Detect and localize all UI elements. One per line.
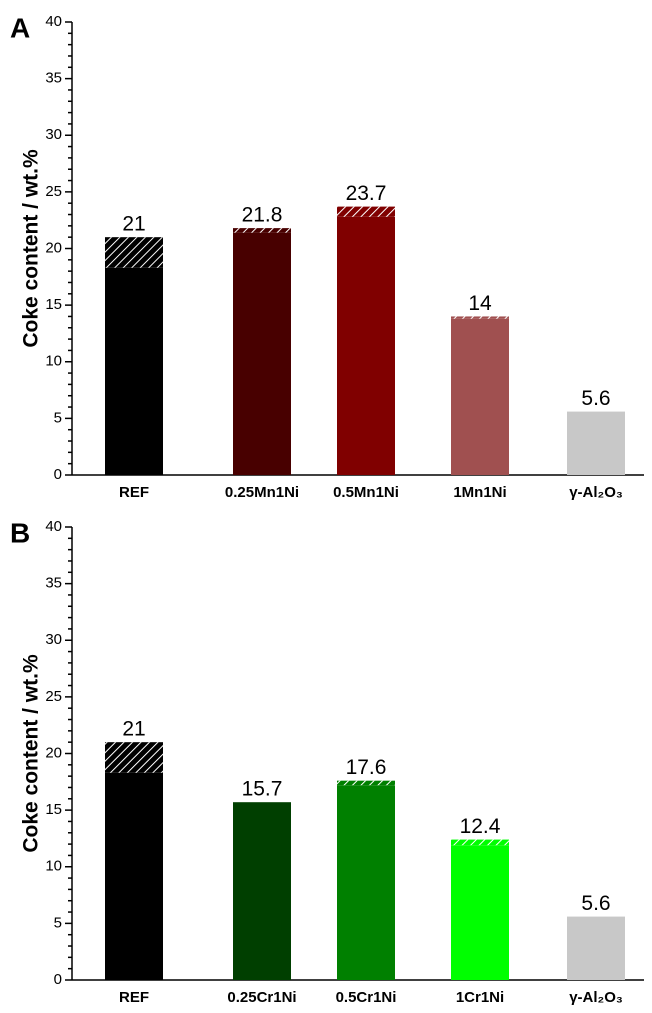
panel-label: B [10,517,30,548]
x-tick-label: 1Cr1Ni [456,989,504,1006]
value-label: 17.6 [346,756,387,779]
bar-segment [233,232,291,475]
bar-hatch [105,237,163,268]
y-tick-label: 35 [45,70,62,87]
y-tick-label: 15 [45,801,62,818]
y-axis-label: Coke content / wt.% [20,149,43,348]
y-tick-label: 25 [45,688,62,705]
y-tick-label: 35 [45,575,62,592]
bar-segment [337,785,395,980]
value-label: 21 [122,718,145,741]
y-tick-label: 25 [45,183,62,200]
x-tick-label: REF [119,484,149,501]
y-tick-label: 5 [54,409,62,426]
bar-hatch [105,742,163,773]
value-label: 23.7 [346,182,387,205]
y-tick-label: 5 [54,914,62,931]
y-tick-label: 0 [54,466,62,483]
x-tick-label: 0.5Mn1Ni [333,484,399,501]
y-axis-label: Coke content / wt.% [20,654,43,853]
x-tick-label: 0.25Mn1Ni [225,484,299,501]
x-tick-label: 1Mn1Ni [453,484,506,501]
y-tick-label: 10 [45,858,62,875]
value-label: 21.8 [242,204,283,227]
bar-hatch [337,206,395,217]
value-label: 12.4 [460,815,501,838]
bar-hatch [233,228,291,233]
x-tick-label: 0.5Cr1Ni [336,989,397,1006]
value-label: 21 [122,213,145,236]
bar-segment [105,267,163,475]
bar-segment [567,916,625,980]
bar-hatch [337,780,395,786]
value-label: 5.6 [581,892,610,915]
bar-hatch [451,316,509,319]
bar-segment [233,802,291,980]
y-tick-label: 20 [45,744,62,761]
y-tick-label: 10 [45,353,62,370]
bar-segment [337,216,395,476]
y-tick-label: 30 [45,631,62,648]
x-tick-label: REF [119,989,149,1006]
bar-hatch [451,839,509,846]
bar-segment [567,411,625,475]
x-tick-label: γ-Al₂O₃ [569,484,623,501]
y-tick-label: 40 [45,13,62,30]
y-tick-label: 20 [45,239,62,256]
value-label: 5.6 [581,387,610,410]
bar-segment [451,845,509,980]
bar-segment [451,318,509,475]
x-tick-label: 0.25Cr1Ni [227,989,296,1006]
bar-segment [105,772,163,980]
y-tick-label: 40 [45,518,62,535]
x-tick-label: γ-Al₂O₃ [569,989,623,1006]
y-tick-label: 30 [45,126,62,143]
value-label: 15.7 [242,778,283,801]
panel-label: A [10,12,30,43]
y-tick-label: 0 [54,971,62,988]
value-label: 14 [468,292,492,315]
y-tick-label: 15 [45,296,62,313]
